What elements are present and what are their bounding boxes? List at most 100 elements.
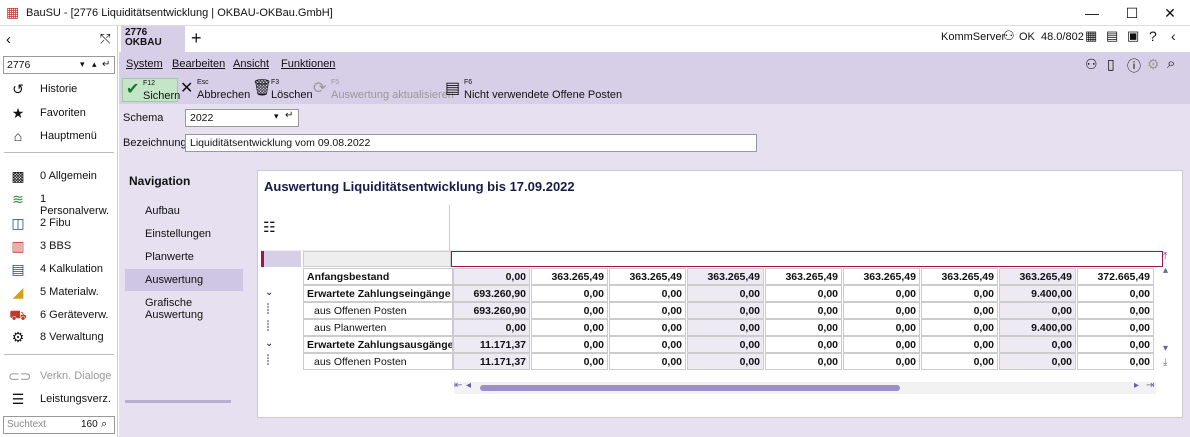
table-cell[interactable]: 0,00	[609, 285, 686, 302]
table-cell[interactable]: 0,00	[843, 302, 920, 319]
table-cell[interactable]: 0,00	[1077, 302, 1154, 319]
table-cell[interactable]: 0,00	[843, 353, 920, 370]
table-cell[interactable]: 363.265,49	[609, 268, 686, 285]
sidebar-filter-input[interactable]: Suchtext 160 ⌕	[3, 416, 115, 434]
table-cell[interactable]: 0,00	[999, 336, 1076, 353]
pin-icon[interactable]: ⤲	[100, 31, 111, 46]
chevron-down-icon[interactable]: ▾	[80, 59, 85, 69]
table-cell[interactable]: 0,00	[999, 302, 1076, 319]
close-button[interactable]: ✕	[1164, 5, 1176, 21]
table-cell[interactable]: 0,00	[843, 319, 920, 336]
save-button[interactable]: ✔ F12 Sichern	[122, 78, 180, 102]
table-cell[interactable]: 0,00	[687, 353, 764, 370]
sidebar-item-materialw[interactable]: ◢ 5 Materialw.	[0, 281, 118, 303]
scroll-left-icon[interactable]: ◂	[466, 380, 472, 391]
minimize-button[interactable]: —	[1085, 5, 1099, 21]
nav-grafische-auswertung[interactable]: Grafische Auswertung	[145, 297, 204, 321]
table-cell[interactable]: 0,00	[531, 285, 608, 302]
scroll-last-icon[interactable]: ⇥	[1146, 380, 1155, 391]
scroll-top-icon[interactable]: ⤒	[1163, 251, 1168, 262]
sidebar-item-verkn-dialoge[interactable]: ⊂⊃ Verkn. Dialoge	[8, 368, 112, 384]
maximize-button[interactable]: ☐	[1125, 5, 1139, 21]
sidebar-item-verwaltung[interactable]: ⚙ 8 Verwaltung	[0, 326, 118, 348]
sidebar-item-personalverw[interactable]: ≋ 1 Personalverw.	[0, 188, 118, 217]
user-icon[interactable]: ⚇	[1003, 28, 1015, 43]
tab-2776[interactable]: 2776 OKBAU	[121, 26, 185, 52]
delete-button[interactable]: 🗑 F3 Löschen	[252, 79, 313, 101]
scroll-right-icon[interactable]: ▸	[1134, 380, 1140, 391]
table-row[interactable]: ⌄ Erwartete Zahlungsausgänge 11.171,37 0,00…	[261, 336, 1163, 353]
table-cell[interactable]: 11.171,37	[453, 336, 530, 353]
table-cell[interactable]: 0,00	[765, 302, 842, 319]
table-cell[interactable]: 0,00	[843, 285, 920, 302]
nav-aufbau[interactable]: Aufbau	[145, 205, 180, 217]
table-cell[interactable]: 363.265,49	[999, 268, 1076, 285]
refresh-evaluation-button[interactable]: ⟳ F5 Auswertung aktualisieren	[313, 79, 454, 101]
table-cell[interactable]: 363.265,49	[921, 268, 998, 285]
table-row[interactable]: ┊ aus Offenen Posten 11.171,37 0,00 0,00 0,00…	[261, 353, 1163, 370]
table-cell[interactable]: 0,00	[531, 353, 608, 370]
scroll-down-icon[interactable]: ▾	[1163, 343, 1169, 354]
nav-einstellungen[interactable]: Einstellungen	[145, 228, 212, 240]
table-cell[interactable]: 0,00	[453, 319, 530, 336]
sidebar-item-favoriten[interactable]: ★ Favoriten	[0, 102, 118, 124]
table-cell[interactable]: 0,00	[1077, 353, 1154, 370]
calendar-icon[interactable]: ▦	[1085, 28, 1098, 43]
table-cell[interactable]: 693.260,90	[453, 302, 530, 319]
table-row[interactable]: ┊ aus Offenen Posten 693.260,90 0,00 0,00 0,0…	[261, 302, 1163, 319]
table-cell[interactable]: 9.400,00	[999, 319, 1076, 336]
filter-row-name[interactable]	[303, 251, 451, 267]
scroll-thumb[interactable]	[480, 385, 900, 391]
sidebar-item-leistungsverz[interactable]: ☰ Leistungsverz.	[0, 388, 118, 410]
table-cell[interactable]: 0,00	[531, 302, 608, 319]
table-cell[interactable]: 0,00	[1077, 319, 1154, 336]
dialog-search-input[interactable]: 2776 ▾ ▴ ↵	[3, 56, 115, 74]
table-cell[interactable]: 0,00	[1077, 285, 1154, 302]
table-cell[interactable]: 363.265,49	[687, 268, 764, 285]
table-cell[interactable]: 0,00	[687, 319, 764, 336]
table-cell[interactable]: 0,00	[531, 336, 608, 353]
back-icon[interactable]: ‹	[6, 31, 11, 48]
menu-bearbeiten[interactable]: Bearbeiten	[172, 58, 226, 70]
table-cell[interactable]: 0,00	[765, 319, 842, 336]
sidebar-item-bbs[interactable]: ▥ 3 BBS	[0, 235, 118, 257]
table-cell[interactable]: 363.265,49	[765, 268, 842, 285]
table-cell[interactable]: 0,00	[1077, 336, 1154, 353]
table-cell[interactable]: 0,00	[609, 319, 686, 336]
table-row[interactable]: ┊ aus Planwerten 0,00 0,00 0,00 0,00 0,00 0,00 0…	[261, 319, 1163, 336]
collapse-icon[interactable]: ‹	[1171, 28, 1176, 44]
table-cell[interactable]: 0,00	[921, 336, 998, 353]
table-cell[interactable]: 0,00	[609, 353, 686, 370]
users-icon[interactable]: ⚇	[1085, 56, 1098, 72]
scroll-bottom-icon[interactable]: ⤓	[1163, 357, 1168, 368]
search-icon[interactable]: ⌕	[101, 418, 108, 430]
column-chooser-icon[interactable]: ☷	[263, 219, 276, 235]
table-cell[interactable]: 0,00	[687, 336, 764, 353]
scroll-up-icon[interactable]: ▴	[1163, 265, 1169, 276]
scroll-first-icon[interactable]: ⇤	[454, 380, 463, 391]
table-cell[interactable]: 0,00	[609, 336, 686, 353]
settings-icon[interactable]: ⚙	[1147, 56, 1160, 72]
table-cell[interactable]: 693.260,90	[453, 285, 530, 302]
table-cell[interactable]: 372.665,49	[1077, 268, 1154, 285]
table-cell[interactable]: 363.265,49	[843, 268, 920, 285]
sidebar-item-allgemein[interactable]: ▩ 0 Allgemein	[0, 165, 118, 187]
unused-open-items-button[interactable]: ▤ F6 Nicht verwendete Offene Posten	[445, 79, 623, 101]
nav-auswertung[interactable]: Auswertung	[125, 269, 243, 291]
table-cell[interactable]: 363.265,49	[531, 268, 608, 285]
bezeichnung-field[interactable]: Liquiditätsentwicklung vom 09.08.2022	[185, 134, 757, 152]
chevron-up-icon[interactable]: ▴	[92, 59, 97, 69]
table-cell[interactable]: 0,00	[687, 285, 764, 302]
expand-icon[interactable]: ⌄	[265, 338, 274, 349]
info-icon[interactable]: ⓘ	[1127, 58, 1141, 74]
menu-funktionen[interactable]: Funktionen	[281, 58, 336, 70]
nav-planwerte[interactable]: Planwerte	[145, 251, 194, 263]
table-cell[interactable]: 0,00	[765, 353, 842, 370]
menu-system[interactable]: System	[126, 58, 163, 70]
sidebar-item-historie[interactable]: ↺ Historie	[0, 78, 118, 100]
table-cell[interactable]: 0,00	[921, 353, 998, 370]
search-icon[interactable]: ⌕	[1167, 55, 1176, 72]
calculator-icon[interactable]: ▣	[1127, 28, 1140, 43]
table-cell[interactable]: 0,00	[921, 302, 998, 319]
table-row[interactable]: ⌄ Erwartete Zahlungseingänge 693.260,90 0,0…	[261, 285, 1163, 302]
